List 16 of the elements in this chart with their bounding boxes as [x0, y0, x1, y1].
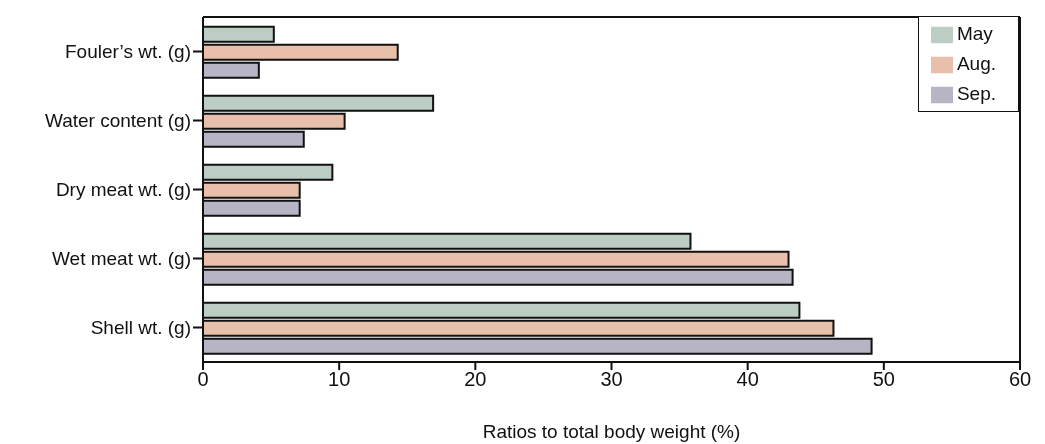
- x-tick-label: 30: [600, 368, 623, 391]
- x-tick-label: 20: [464, 368, 487, 391]
- y-tick-label: Wet meat wt. (g): [51, 248, 191, 270]
- legend-label: May: [956, 23, 993, 44]
- y-tick-label: Dry meat wt. (g): [55, 179, 191, 201]
- legend-label: Aug.: [956, 53, 996, 74]
- x-tick-label: 40: [736, 368, 759, 391]
- legend-label: Sep.: [956, 83, 996, 104]
- x-axis-title: Ratios to total body weight (%): [482, 421, 741, 442]
- y-tick-label: Fouler’s wt. (g): [65, 41, 191, 63]
- x-tick-label: 10: [328, 368, 351, 391]
- x-tick-label: 60: [1008, 368, 1032, 391]
- y-tick-label: Water content (g): [44, 110, 191, 132]
- y-tick-label: Shell wt. (g): [90, 317, 191, 339]
- x-tick-label: 0: [197, 368, 209, 391]
- x-tick-label: 50: [872, 368, 895, 391]
